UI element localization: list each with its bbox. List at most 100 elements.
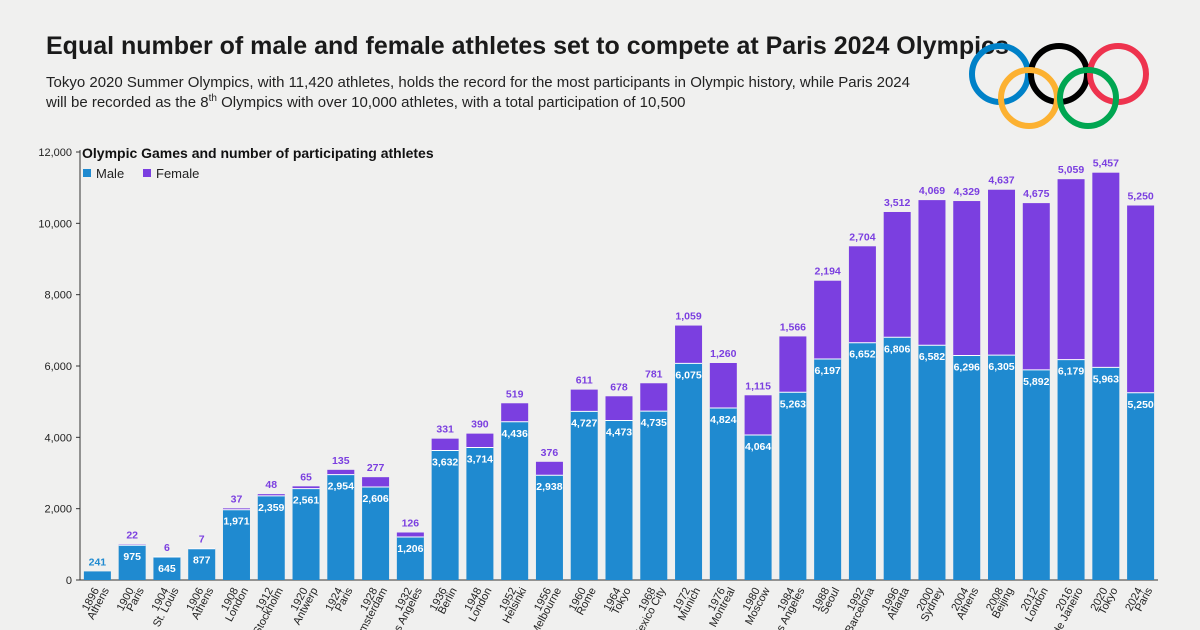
bar-female-1912	[257, 494, 285, 496]
value-label-female-1906: 7	[199, 533, 205, 545]
value-label-male-1984: 5,263	[780, 398, 806, 410]
y-tick-label: 4,000	[44, 432, 72, 444]
bar-male-1904	[153, 556, 181, 580]
value-label-female-1904: 6	[164, 542, 170, 554]
value-label-female-1976: 1,260	[710, 348, 736, 360]
legend-label-male: Male	[96, 166, 124, 181]
value-label-male-1980: 4,064	[745, 441, 771, 453]
bar-male-2012	[1022, 369, 1050, 580]
bar-male-2024	[1127, 392, 1155, 580]
value-label-male-1912: 2,359	[258, 502, 284, 514]
value-label-male-2004: 6,296	[954, 361, 980, 373]
bar-female-1924	[327, 469, 355, 475]
bar-male-1980	[744, 435, 772, 580]
value-label-female-1988: 2,194	[815, 266, 841, 278]
olympic-ring-green	[1057, 67, 1119, 129]
value-label-female-1924: 135	[332, 455, 350, 467]
value-label-female-1952: 519	[506, 388, 524, 400]
value-label-female-2008: 4,637	[988, 175, 1014, 187]
value-label-male-1924: 2,954	[328, 481, 354, 493]
value-label-female-1920: 65	[300, 471, 312, 483]
bar-female-2000	[918, 200, 946, 346]
value-label-male-1948: 3,714	[467, 454, 493, 466]
legend-swatch-male	[83, 169, 91, 177]
bar-male-1908	[222, 509, 250, 580]
value-label-male-1906: 877	[193, 555, 211, 567]
value-label-male-1952: 4,436	[502, 428, 528, 440]
bar-female-1976	[709, 363, 737, 408]
bar-male-1992	[848, 342, 876, 580]
value-label-male-1896: 241	[89, 556, 107, 568]
value-label-male-2000: 6,582	[919, 351, 945, 363]
value-label-male-1972: 6,075	[675, 369, 701, 381]
legend-swatch-female	[143, 169, 151, 177]
bar-male-1936	[431, 450, 459, 580]
value-label-male-2012: 5,892	[1023, 376, 1049, 388]
value-label-male-1964: 4,473	[606, 426, 632, 438]
value-label-male-1928: 2,606	[362, 493, 388, 505]
value-label-female-1968: 781	[645, 368, 663, 380]
bar-female-1932	[396, 532, 424, 537]
value-label-male-1992: 6,652	[849, 349, 875, 361]
y-tick-label: 2,000	[44, 504, 72, 516]
value-label-male-2020: 5,963	[1093, 373, 1119, 385]
value-label-male-1996: 6,806	[884, 343, 910, 355]
bar-female-1996	[883, 211, 911, 338]
value-label-female-1912: 48	[265, 479, 277, 491]
bar-female-1968	[640, 383, 668, 412]
bar-male-1968	[640, 411, 668, 580]
value-label-male-1960: 4,727	[571, 417, 597, 429]
value-label-female-2000: 4,069	[919, 185, 945, 197]
bar-female-2024	[1127, 205, 1155, 393]
bar-male-1912	[257, 495, 285, 580]
bar-female-1948	[466, 433, 494, 448]
chart-subtitle: Tokyo 2020 Summer Olympics, with 11,420 …	[46, 73, 926, 113]
value-label-female-2016: 5,059	[1058, 164, 1084, 176]
value-label-female-2020: 5,457	[1093, 158, 1119, 170]
value-label-female-1908: 37	[231, 493, 243, 505]
bar-female-2020	[1092, 172, 1120, 368]
bar-female-1992	[848, 246, 876, 343]
bar-male-1956	[535, 475, 563, 580]
bar-male-2008	[988, 355, 1016, 580]
value-label-male-1968: 4,735	[641, 417, 667, 429]
value-label-female-1992: 2,704	[849, 231, 875, 243]
y-tick-label: 6,000	[44, 361, 72, 373]
bar-male-1984	[779, 392, 807, 580]
value-label-female-1900: 22	[126, 529, 138, 541]
bar-female-1920	[292, 486, 320, 489]
value-label-male-1936: 3,632	[432, 456, 458, 468]
value-label-female-1932: 126	[402, 517, 420, 529]
bar-male-1920	[292, 488, 320, 580]
bar-female-1928	[362, 477, 390, 488]
value-label-male-1900: 975	[123, 551, 141, 563]
chart-inner-title: Olympic Games and number of participatin…	[82, 145, 434, 161]
value-label-male-1908: 1,971	[223, 516, 249, 528]
bar-male-1932	[396, 536, 424, 580]
value-label-female-2024: 5,250	[1127, 191, 1153, 203]
bar-male-1948	[466, 447, 494, 580]
bar-female-2004	[953, 201, 981, 356]
chart-title: Equal number of male and female athletes…	[46, 32, 1009, 60]
bar-female-1908	[222, 508, 250, 510]
bar-male-1896	[83, 571, 111, 580]
bar-male-1972	[675, 363, 703, 580]
value-label-female-1948: 390	[471, 419, 489, 431]
bar-male-1906	[188, 548, 216, 580]
value-label-female-1964: 678	[610, 381, 628, 393]
bar-female-1984	[779, 336, 807, 393]
value-label-female-1972: 1,059	[675, 311, 701, 323]
value-label-male-2024: 5,250	[1127, 399, 1153, 411]
bar-female-2016	[1057, 179, 1085, 360]
olympic-rings-logo	[969, 43, 1149, 129]
bar-male-1900	[118, 545, 146, 580]
y-tick-label: 10,000	[38, 218, 72, 230]
value-label-male-1920: 2,561	[293, 495, 319, 507]
bar-male-2016	[1057, 359, 1085, 580]
value-label-female-2012: 4,675	[1023, 188, 1049, 200]
y-tick-label: 12,000	[38, 147, 72, 159]
bar-male-1960	[570, 411, 598, 580]
subtitle-text-2: Olympics with over 10,000 athletes, with…	[216, 94, 686, 111]
bar-male-1976	[709, 407, 737, 580]
